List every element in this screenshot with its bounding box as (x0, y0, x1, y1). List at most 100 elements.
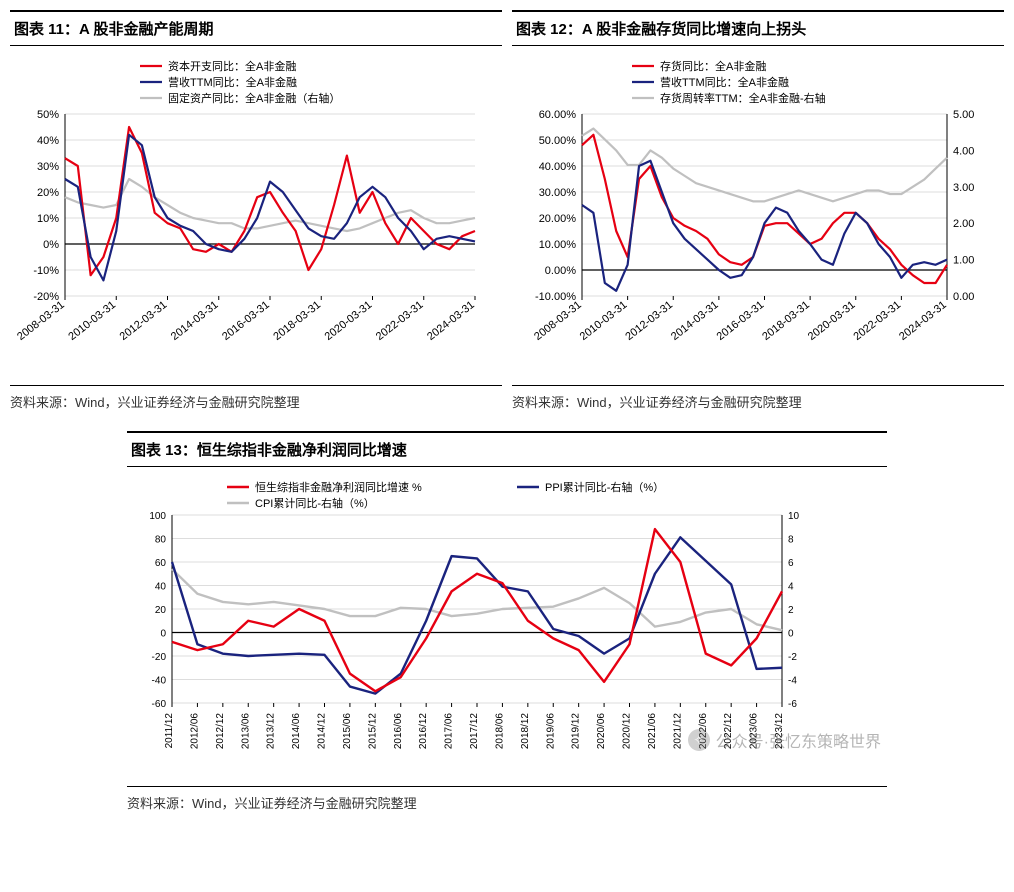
svg-text:营收TTM同比：全A非金融: 营收TTM同比：全A非金融 (660, 75, 789, 89)
chart13-panel: 图表 13：恒生综指非金融净利润同比增速 -60-40-200204060801… (127, 431, 887, 812)
svg-text:2020-03-31: 2020-03-31 (323, 299, 375, 343)
svg-text:2012-03-31: 2012-03-31 (623, 299, 675, 343)
svg-text:-10%: -10% (33, 265, 59, 277)
svg-text:6: 6 (788, 558, 794, 569)
svg-text:10.00%: 10.00% (539, 239, 577, 251)
svg-text:40: 40 (155, 582, 167, 593)
svg-text:40%: 40% (37, 135, 59, 147)
svg-text:4: 4 (788, 582, 794, 593)
svg-text:-20: -20 (152, 652, 167, 663)
svg-text:-6: -6 (788, 699, 797, 710)
svg-text:5.00: 5.00 (953, 109, 974, 121)
svg-text:30.00%: 30.00% (539, 187, 577, 199)
svg-text:0: 0 (160, 629, 166, 640)
svg-text:2014-03-31: 2014-03-31 (169, 299, 221, 343)
svg-text:2024-03-31: 2024-03-31 (425, 299, 477, 343)
svg-text:-4: -4 (788, 676, 797, 687)
svg-text:2023/06: 2023/06 (749, 713, 760, 750)
svg-text:2014/06: 2014/06 (291, 713, 302, 750)
svg-text:2024-03-31: 2024-03-31 (897, 299, 949, 343)
svg-text:2010-03-31: 2010-03-31 (578, 299, 630, 343)
svg-text:恒生综指非金融净利润同比增速 %: 恒生综指非金融净利润同比增速 % (255, 480, 422, 494)
svg-text:50%: 50% (37, 109, 59, 121)
svg-text:营收TTM同比：全A非金融: 营收TTM同比：全A非金融 (168, 75, 297, 89)
svg-text:2023/12: 2023/12 (774, 713, 785, 750)
svg-text:2022-03-31: 2022-03-31 (374, 299, 426, 343)
svg-text:2018/06: 2018/06 (494, 713, 505, 750)
svg-text:资本开支同比：全A非金融: 资本开支同比：全A非金融 (168, 59, 296, 73)
chart11-source: 资料来源：Wind，兴业证券经济与金融研究院整理 (10, 385, 502, 411)
chart11-panel: 图表 11：A 股非金融产能周期 -20%-10%0%10%20%30%40%5… (10, 10, 502, 411)
svg-text:0.00%: 0.00% (545, 265, 576, 277)
svg-text:60: 60 (155, 558, 167, 569)
svg-text:-10.00%: -10.00% (535, 291, 576, 303)
svg-text:2013/12: 2013/12 (266, 713, 277, 750)
svg-text:1.00: 1.00 (953, 255, 974, 267)
svg-text:2016/06: 2016/06 (393, 713, 404, 750)
svg-text:2018-03-31: 2018-03-31 (760, 299, 812, 343)
svg-text:2016/12: 2016/12 (418, 713, 429, 750)
svg-text:-2: -2 (788, 652, 797, 663)
svg-text:40.00%: 40.00% (539, 161, 577, 173)
chart13-plot: -60-40-20020406080100-6-4-202468102011/1… (127, 475, 887, 780)
svg-text:10%: 10% (37, 213, 59, 225)
chart12-source: 资料来源：Wind，兴业证券经济与金融研究院整理 (512, 385, 1004, 411)
svg-text:2018-03-31: 2018-03-31 (271, 299, 323, 343)
svg-text:-40: -40 (152, 676, 167, 687)
svg-text:2008-03-31: 2008-03-31 (15, 299, 67, 343)
svg-text:固定资产同比：全A非金融（右轴）: 固定资产同比：全A非金融（右轴） (168, 91, 340, 105)
chart13-title: 图表 13：恒生综指非金融净利润同比增速 (127, 431, 887, 467)
svg-text:0: 0 (788, 629, 794, 640)
svg-text:20%: 20% (37, 187, 59, 199)
svg-text:2018/12: 2018/12 (520, 713, 531, 750)
svg-text:2013/06: 2013/06 (240, 713, 251, 750)
chart12-plot: -10.00% 0.00% 10.00% 20.00% 30.00% 40.00% 50.0… (512, 54, 1004, 379)
svg-text:3.00: 3.00 (953, 182, 974, 194)
svg-text:2014/12: 2014/12 (317, 713, 328, 750)
svg-text:2019/12: 2019/12 (571, 713, 582, 750)
svg-text:2022/06: 2022/06 (698, 713, 709, 750)
chart11-title: 图表 11：A 股非金融产能周期 (10, 10, 502, 46)
chart12-panel: 图表 12：A 股非金融存货同比增速向上拐头 -10.00% 0.00% 10.00… (512, 10, 1004, 411)
svg-text:60.00%: 60.00% (539, 109, 577, 121)
svg-text:2020-03-31: 2020-03-31 (806, 299, 858, 343)
svg-text:2020/12: 2020/12 (622, 713, 633, 750)
svg-text:20.00%: 20.00% (539, 213, 577, 225)
svg-text:2015/12: 2015/12 (367, 713, 378, 750)
svg-text:2.00: 2.00 (953, 218, 974, 230)
svg-text:30%: 30% (37, 161, 59, 173)
svg-text:2022-03-31: 2022-03-31 (851, 299, 903, 343)
svg-text:0%: 0% (43, 239, 59, 251)
svg-text:2015/06: 2015/06 (342, 713, 353, 750)
svg-text:PPI累计同比-右轴（%）: PPI累计同比-右轴（%） (545, 480, 664, 494)
svg-text:2017/06: 2017/06 (444, 713, 455, 750)
svg-text:2012/12: 2012/12 (215, 713, 226, 750)
chart13-source: 资料来源：Wind，兴业证券经济与金融研究院整理 (127, 786, 887, 812)
svg-text:2014-03-31: 2014-03-31 (669, 299, 721, 343)
svg-text:2016-03-31: 2016-03-31 (715, 299, 767, 343)
svg-text:0.00: 0.00 (953, 291, 974, 303)
svg-text:2021/12: 2021/12 (672, 713, 683, 750)
svg-text:2010-03-31: 2010-03-31 (66, 299, 118, 343)
svg-text:2020/06: 2020/06 (596, 713, 607, 750)
chart12-title: 图表 12：A 股非金融存货同比增速向上拐头 (512, 10, 1004, 46)
svg-text:2021/06: 2021/06 (647, 713, 658, 750)
svg-text:100: 100 (149, 511, 166, 522)
svg-text:2016-03-31: 2016-03-31 (220, 299, 272, 343)
svg-text:2022/12: 2022/12 (723, 713, 734, 750)
svg-text:存货周转率TTM：全A非金融-右轴: 存货周转率TTM：全A非金融-右轴 (660, 91, 826, 105)
svg-text:2012-03-31: 2012-03-31 (118, 299, 170, 343)
svg-text:2011/12: 2011/12 (164, 713, 175, 749)
svg-text:CPI累计同比-右轴（%）: CPI累计同比-右轴（%） (255, 496, 375, 510)
svg-text:4.00: 4.00 (953, 145, 974, 157)
svg-text:10: 10 (788, 511, 800, 522)
svg-text:存货同比：全A非金融: 存货同比：全A非金融 (660, 59, 766, 73)
svg-text:2012/06: 2012/06 (189, 713, 200, 750)
svg-text:2017/12: 2017/12 (469, 713, 480, 750)
svg-text:80: 80 (155, 535, 167, 546)
chart11-plot: -20%-10%0%10%20%30%40%50%2008-03-312010-… (10, 54, 502, 379)
svg-text:-60: -60 (152, 699, 167, 710)
svg-text:50.00%: 50.00% (539, 135, 577, 147)
svg-text:2019/06: 2019/06 (545, 713, 556, 750)
svg-text:20: 20 (155, 605, 167, 616)
